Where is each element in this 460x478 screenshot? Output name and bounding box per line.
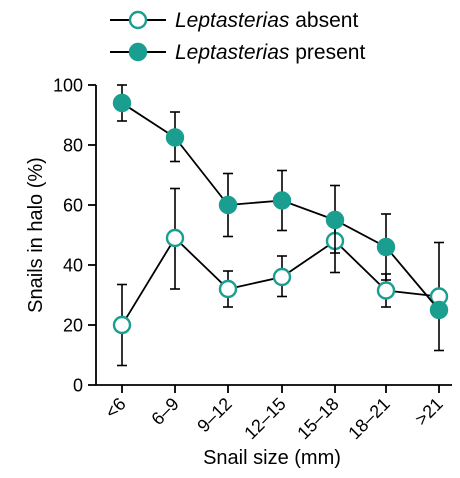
x-tick-label-5: 18–21	[344, 394, 394, 444]
y-axis: 0 20 40 60 80 100 Snails in halo (%)	[25, 76, 97, 396]
data-point-absent-0	[112, 315, 132, 335]
legend-label-absent-species: Leptasterias	[175, 9, 290, 32]
legend-label-present: Leptasterias present	[175, 41, 365, 64]
data-point-absent-3	[272, 267, 292, 287]
y-tick-label-40: 40	[63, 256, 83, 276]
data-point-present-5	[376, 237, 396, 257]
legend-marker-absent	[128, 10, 148, 30]
y-tick-label-20: 20	[63, 316, 83, 336]
y-tick-label-80: 80	[63, 136, 83, 156]
legend-label-absent: Leptasterias absent	[175, 9, 358, 32]
data-point-present-4	[325, 210, 345, 230]
data-point-absent-2	[218, 279, 238, 299]
data-point-absent-5	[376, 281, 396, 300]
y-tick-label-60: 60	[63, 196, 83, 216]
x-tick-label-3: 12–15	[240, 394, 290, 444]
y-axis-label: Snails in halo (%)	[25, 157, 47, 313]
data-point-present-6	[429, 300, 449, 320]
legend: Leptasterias absent Leptasterias present	[110, 9, 365, 64]
data-point-present-2	[218, 195, 238, 215]
legend-label-present-state: present	[289, 41, 365, 64]
legend-label-absent-state: absent	[289, 9, 358, 32]
x-ticks: <6 6–9 9–12 12–15 15–18 18–21 >21	[101, 385, 447, 443]
legend-item-present: Leptasterias present	[110, 41, 365, 64]
y-tick-label-0: 0	[73, 376, 83, 396]
x-tick-label-4: 15–18	[293, 394, 343, 444]
series-present	[112, 84, 449, 320]
x-tick-label-2: 9–12	[193, 394, 235, 436]
data-point-present-1	[165, 128, 185, 147]
x-axis: <6 6–9 9–12 12–15 15–18 18–21 >21 Snail size (…	[96, 384, 452, 469]
x-axis-label: Snail size (mm)	[203, 447, 341, 469]
x-tick-label-1: 6–9	[147, 394, 182, 429]
data-point-absent-1	[165, 228, 185, 248]
x-tick-label-6: >21	[411, 394, 447, 430]
legend-item-absent: Leptasterias absent	[110, 9, 358, 32]
y-tick-label-100: 100	[53, 76, 83, 96]
data-point-present-0	[112, 93, 132, 113]
series-absent	[112, 187, 449, 367]
y-ticks: 0 20 40 60 80 100	[53, 76, 96, 396]
plot-area	[112, 84, 449, 367]
legend-marker-present	[128, 42, 148, 62]
data-point-present-3	[272, 191, 292, 210]
legend-label-present-species: Leptasterias	[175, 41, 290, 64]
x-tick-label-0: <6	[101, 394, 130, 423]
